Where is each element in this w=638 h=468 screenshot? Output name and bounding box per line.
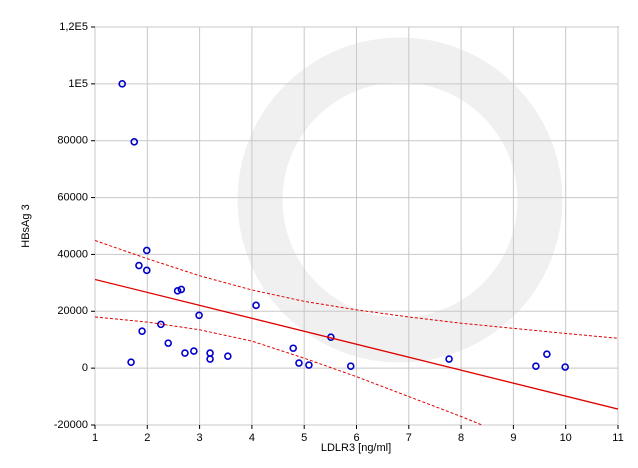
data-point — [289, 344, 298, 353]
x-tick-label: 6 — [353, 432, 359, 444]
x-tick-label: 7 — [406, 432, 412, 444]
regression-line — [95, 278, 618, 410]
data-point — [181, 349, 189, 357]
data-point — [157, 320, 165, 329]
confidence-band — [95, 316, 483, 425]
data-point — [295, 359, 303, 367]
y-tick-label: 0 — [82, 362, 88, 374]
plot-area — [95, 80, 618, 425]
watermark — [237, 37, 563, 363]
x-axis-label: LDLR3 [ng/ml] — [321, 442, 391, 454]
data-point — [177, 285, 186, 294]
y-tick-label: -20000 — [54, 419, 88, 431]
y-axis-label: HBsAg 3 — [20, 204, 32, 247]
x-tick-label: 10 — [560, 432, 572, 444]
data-point — [346, 362, 355, 370]
data-point — [173, 287, 182, 295]
data-point — [252, 301, 260, 310]
data-point — [561, 363, 569, 371]
data-point — [224, 352, 232, 361]
y-tick-label: 1E5 — [68, 78, 88, 90]
x-tick-label: 9 — [510, 432, 516, 444]
data-point — [195, 311, 203, 320]
y-tick-label: 20000 — [57, 305, 88, 317]
x-tick-label: 5 — [301, 432, 307, 444]
x-tick-label: 11 — [612, 432, 623, 444]
data-point — [164, 339, 173, 347]
data-point — [142, 266, 151, 275]
y-tick-label: 60000 — [57, 191, 88, 203]
data-point — [127, 358, 135, 366]
y-tick-label: 40000 — [57, 248, 88, 260]
x-tick-label: 3 — [197, 432, 203, 444]
data-point — [138, 327, 146, 335]
data-point — [135, 261, 143, 270]
data-point — [130, 138, 139, 146]
data-point — [445, 355, 453, 363]
data-point — [142, 246, 151, 255]
x-tick-label: 2 — [144, 432, 150, 444]
data-point — [118, 80, 126, 88]
y-tick-label: 80000 — [57, 135, 88, 147]
data-point — [543, 350, 551, 359]
y-tick-label: 1,2E5 — [59, 21, 88, 33]
grid — [94, 26, 619, 426]
data-point — [532, 362, 540, 370]
x-tick-label: 1 — [92, 432, 98, 444]
data-point — [305, 361, 313, 369]
confidence-band — [95, 240, 618, 339]
x-tick-label: 4 — [249, 432, 255, 444]
x-tick-label: 8 — [458, 432, 464, 444]
data-point — [206, 355, 214, 363]
data-point — [190, 347, 198, 355]
